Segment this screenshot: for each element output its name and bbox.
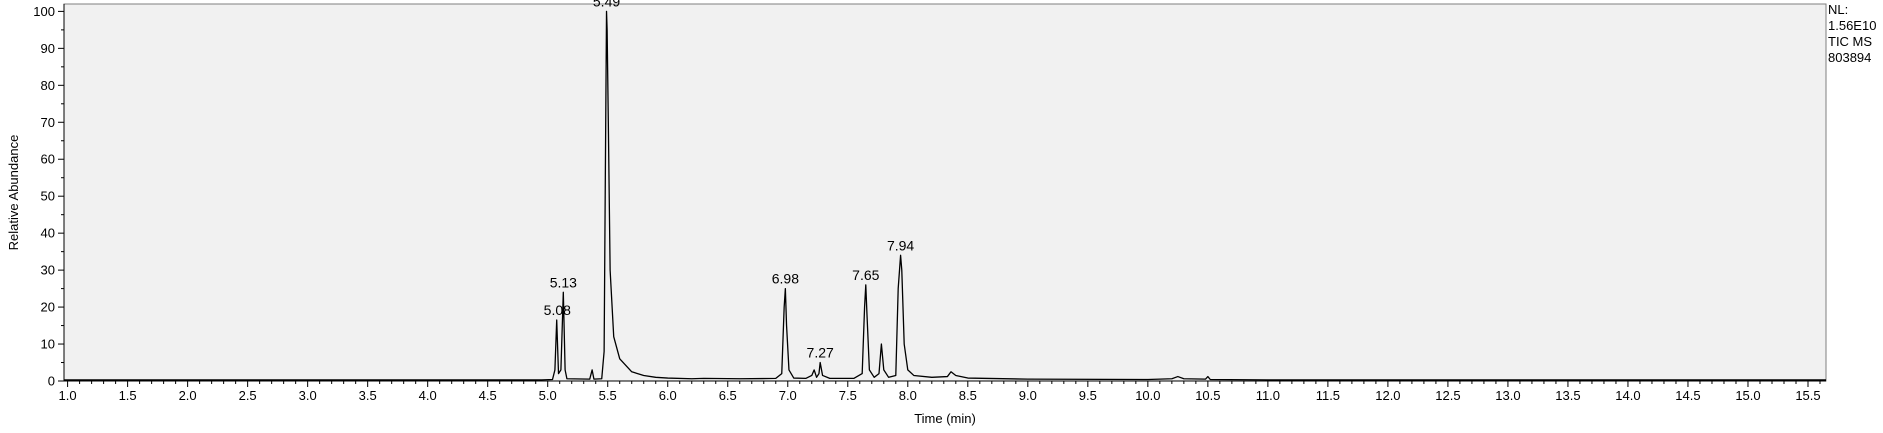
y-tick-label: 0 (48, 374, 55, 389)
info-block: NL: 1.56E10 TIC MS 803894 (1828, 2, 1876, 65)
y-tick-label: 70 (41, 115, 55, 130)
y-tick-label: 10 (41, 337, 55, 352)
plot-area (63, 3, 1827, 382)
x-tick-label: 8.0 (899, 388, 917, 403)
peak-label: 7.27 (807, 345, 834, 361)
x-tick-label: 10.5 (1195, 388, 1220, 403)
x-tick-label: 13.5 (1555, 388, 1580, 403)
y-tick-label: 20 (41, 300, 55, 315)
y-tick-label: 60 (41, 152, 55, 167)
info-file-id: 803894 (1828, 50, 1871, 65)
x-tick-label: 6.0 (659, 388, 677, 403)
x-tick-label: 11.5 (1316, 388, 1340, 403)
x-tick-label: 9.5 (1079, 388, 1097, 403)
y-tick-label: 40 (41, 226, 55, 241)
info-nl-value: 1.56E10 (1828, 18, 1876, 33)
x-tick-label: 15.5 (1795, 388, 1820, 403)
y-tick-label: 30 (41, 263, 55, 278)
x-tick-label: 2.5 (239, 388, 257, 403)
x-tick-label: 7.0 (779, 388, 797, 403)
x-axis-title: Time (min) (914, 411, 976, 426)
peak-label: 6.98 (772, 271, 799, 287)
info-trace-type: TIC MS (1828, 34, 1872, 49)
x-tick-label: 5.5 (599, 388, 617, 403)
x-tick-label: 8.5 (959, 388, 977, 403)
y-tick-label: 100 (33, 4, 55, 19)
info-nl-label: NL: (1828, 2, 1848, 17)
y-tick-label: 50 (41, 189, 55, 204)
x-tick-label: 3.5 (359, 388, 377, 403)
tic-trace-line (64, 10, 1826, 381)
x-tick-label: 6.5 (719, 388, 737, 403)
x-tick-label: 3.0 (299, 388, 317, 403)
x-tick-label: 15.0 (1735, 388, 1760, 403)
x-tick-label: 11.0 (1256, 388, 1280, 403)
y-tick-label: 90 (41, 41, 55, 56)
x-tick-label: 10.0 (1135, 388, 1160, 403)
x-tick-label: 4.0 (419, 388, 437, 403)
y-tick-label: 80 (41, 78, 55, 93)
peak-label: 5.13 (550, 274, 577, 290)
peak-label: 5.08 (544, 302, 571, 318)
peak-labels: 5.08 5.13 5.49 6.98 7.27 7.65 7.94 (544, 0, 915, 361)
x-tick-label: 1.0 (59, 388, 77, 403)
peak-label: 7.65 (852, 267, 879, 283)
x-tick-label: 14.0 (1615, 388, 1640, 403)
x-tick-label: 4.5 (479, 388, 497, 403)
peak-label: 7.94 (887, 237, 914, 253)
x-tick-label: 12.5 (1435, 388, 1460, 403)
x-tick-label: 2.0 (179, 388, 197, 403)
x-tick-label: 9.0 (1019, 388, 1037, 403)
x-tick-label: 1.5 (119, 388, 137, 403)
peak-label: 5.49 (593, 0, 620, 9)
y-axis: 0 10 20 30 40 50 60 70 80 90 100 (33, 4, 65, 389)
x-axis: 1.0 1.5 2.0 2.5 3.0 3.5 4.0 4.5 5.0 5.5 6.0 6.5 7.0 7… (59, 380, 1826, 403)
x-tick-label: 13.0 (1495, 388, 1520, 403)
x-tick-label: 7.5 (839, 388, 857, 403)
y-axis-title: Relative Abundance (6, 135, 21, 251)
series-layer (64, 10, 1826, 381)
x-tick-label: 14.5 (1675, 388, 1700, 403)
x-tick-label: 5.0 (539, 388, 557, 403)
x-tick-label: 12.0 (1375, 388, 1400, 403)
